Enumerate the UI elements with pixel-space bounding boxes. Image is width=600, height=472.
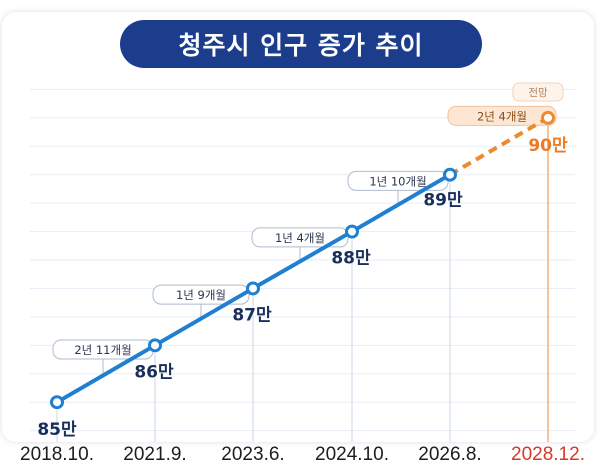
interval-label: 1년 4개월 [275,231,325,245]
x-tick-label: 2018.10. [20,444,94,465]
data-value-label: 88만 [331,249,371,269]
x-axis-date-labels: 2018.10. 2021.9. 2023.6. 2024.10. 2026.8. 202… [0,442,600,472]
interval-label: 2년 4개월 [477,109,527,123]
data-value-label: 89만 [423,191,463,211]
data-point-marker [345,224,359,239]
data-value-label: 87만 [232,305,272,325]
interval-pill [447,105,557,126]
data-point-marker [246,281,260,296]
interval-pill [251,227,349,248]
x-tick-label: 2024.10. [315,444,389,465]
data-point-marker [443,167,457,182]
data-value-label: 90만 [528,136,568,156]
forecast-badge [512,82,564,102]
x-tick-label: 2021.9. [123,444,187,465]
interval-pill [152,284,250,305]
x-tick-label: 2026.8. [418,444,482,465]
data-value-label: 86만 [134,362,174,382]
interval-label: 1년 10개월 [369,174,426,188]
x-tick-label: 2028.12. [511,444,585,465]
interval-label: 1년 9개월 [176,288,226,302]
x-tick-label: 2023.6. [221,444,285,465]
forecast-series-line [448,116,550,177]
data-point-marker [50,395,64,410]
data-value-label: 85만 [37,420,77,440]
data-point-marker [541,110,555,125]
forecast-badge-label: 전망 [528,87,548,99]
data-point-marker [148,338,162,353]
interval-label: 2년 11개월 [74,343,131,357]
chart-title: 청주시 인구 증가 추이 [178,31,424,60]
chart-card [2,12,594,442]
title-banner: 청주시 인구 증가 추이 [120,20,482,68]
